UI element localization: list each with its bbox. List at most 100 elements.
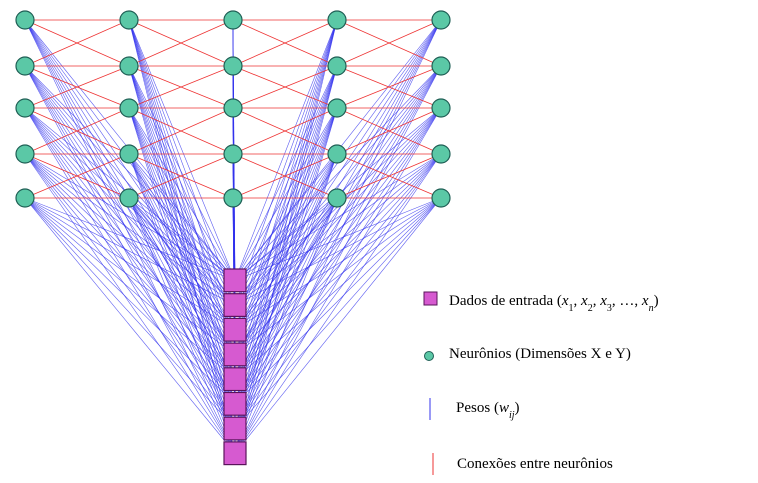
weight-line: [24, 107, 236, 380]
weight-line: [24, 197, 236, 355]
weight-line: [128, 65, 236, 355]
weight-line: [234, 153, 442, 380]
weight-line: [234, 197, 338, 355]
weight-line: [128, 153, 236, 355]
neuron-node: [327, 188, 347, 208]
weight-line: [128, 65, 236, 281]
weight-line: [128, 65, 236, 380]
neuron-connection-line: [232, 65, 338, 109]
weight-line: [128, 19, 236, 454]
input-node: [223, 268, 247, 293]
weight-line: [24, 153, 236, 380]
neuron-connection-line: [336, 19, 442, 67]
weight-line: [128, 197, 236, 380]
weight-line: [234, 107, 442, 330]
weight-line: [24, 153, 236, 454]
neuron-connection-line: [24, 19, 130, 67]
weight-line: [234, 197, 442, 331]
weight-line: [234, 19, 338, 355]
weight-line: [234, 19, 442, 454]
weight-line: [234, 153, 338, 355]
legend: Dados de entrada (x1, x2, x3, …, xn) Neu…: [423, 291, 659, 475]
weight-line: [234, 65, 338, 404]
neuron-connection-line: [336, 153, 442, 199]
weight-line: [234, 197, 442, 355]
neuron-connection-line: [336, 65, 442, 109]
weight-line: [234, 19, 442, 429]
weight-line: [234, 19, 338, 281]
weight-line: [128, 19, 236, 429]
weight-line: [128, 197, 236, 429]
neuron-connection-line: [336, 107, 442, 155]
weight-line: [128, 107, 236, 306]
neuron-node: [327, 98, 347, 118]
weight-line: [234, 65, 338, 281]
neuron-node: [327, 56, 347, 76]
neuron-connection-line: [24, 153, 130, 199]
weight-line: [234, 153, 338, 330]
weight-line: [234, 197, 442, 380]
neuron-connection-line: [24, 65, 130, 109]
weight-line: [128, 19, 236, 281]
weight-line: [128, 19, 236, 330]
weight-line: [24, 153, 236, 306]
weight-line: [234, 19, 338, 404]
weight-line: [234, 107, 442, 405]
weight-line: [128, 19, 236, 380]
neuron-node: [119, 56, 139, 76]
weight-line: [234, 107, 338, 281]
weight-line: [24, 65, 236, 429]
weight-line: [234, 197, 442, 429]
neuron-node: [223, 188, 243, 208]
weight-line: [234, 197, 338, 306]
weight-line: [234, 65, 338, 454]
neuron-connection-line: [232, 19, 338, 67]
legend-input-text: Dados de entrada (x1, x2, x3, …, xn): [449, 293, 659, 314]
weight-line: [234, 65, 338, 380]
weight-line: [234, 19, 338, 330]
weight-line: [234, 107, 338, 380]
weight-line: [234, 19, 338, 380]
weight-line: [24, 107, 236, 355]
weight-line: [128, 197, 236, 454]
weight-line: [128, 153, 236, 330]
weight-line: [234, 107, 338, 306]
legend-neuron-text: Neurônios (Dimensões X e Y): [449, 346, 631, 362]
weight-line: [234, 197, 338, 454]
weight-line: [234, 19, 442, 330]
weight-line: [24, 197, 236, 429]
neuron-node: [431, 56, 451, 76]
weight-line: [128, 107, 236, 355]
weight-line: [24, 19, 236, 454]
weight-line: [234, 107, 338, 404]
neuron-connection-line: [232, 153, 338, 199]
neuron-node: [223, 144, 243, 164]
legend-input-swatch: [423, 291, 438, 306]
weight-line: [234, 65, 442, 306]
weight-line: [128, 153, 236, 380]
weight-line: [128, 153, 236, 404]
weight-line: [128, 19, 236, 355]
weight-line: [128, 197, 236, 404]
weight-line: [24, 197, 236, 306]
weight-line: [234, 153, 442, 429]
neuron-node: [327, 10, 347, 30]
weight-line: [128, 197, 236, 355]
neuron-node: [15, 144, 35, 164]
neuron-node: [431, 10, 451, 30]
neuron-connection-line: [128, 107, 234, 155]
weight-line: [234, 153, 442, 405]
input-node: [223, 293, 247, 318]
legend-neuron-item: Neurônios (Dimensões X e Y): [424, 346, 631, 362]
input-node: [223, 367, 247, 392]
neuron-node: [223, 10, 243, 30]
weight-line: [24, 19, 236, 429]
weight-line: [128, 153, 236, 281]
weight-line: [24, 65, 236, 405]
weight-line: [24, 65, 236, 454]
weight-line: [128, 107, 236, 380]
weight-line: [234, 107, 442, 355]
neuron-node: [327, 144, 347, 164]
input-node: [223, 317, 247, 342]
